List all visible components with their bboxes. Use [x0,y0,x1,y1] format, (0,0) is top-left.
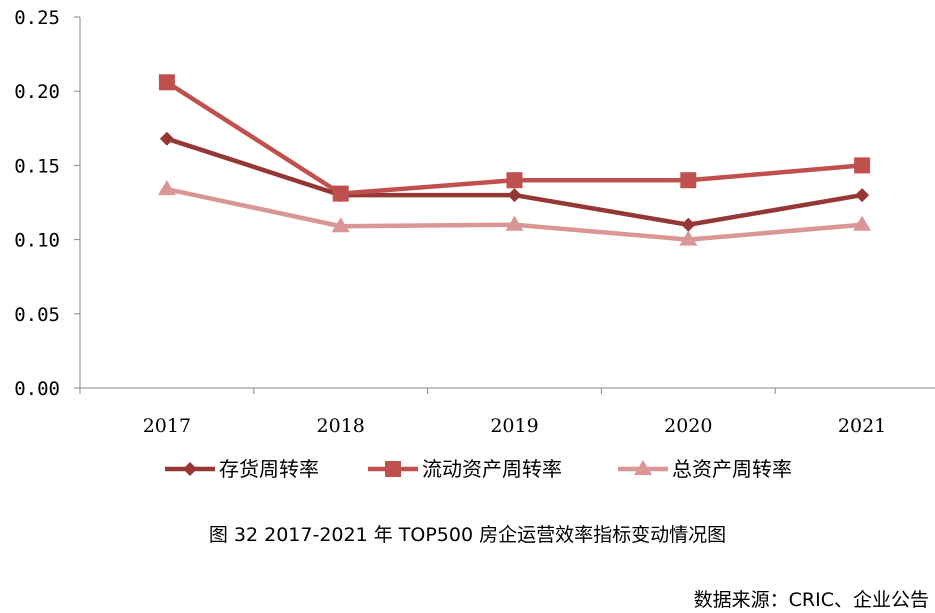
data-point-square [158,74,175,91]
x-tick-label: 2019 [490,415,538,437]
data-point-square [506,172,523,189]
legend-marker-triangle [634,460,652,475]
legend-marker-diamond [183,462,197,476]
x-tick-label: 2021 [838,415,886,437]
legend-label: 总资产周转率 [672,457,792,481]
data-point-diamond [681,217,696,232]
data-point-triangle [331,217,350,233]
y-tick-label: 0.15 [14,155,60,177]
chart-caption: 图 32 2017-2021 年 TOP500 房企运营效率指标变动情况图 [208,524,727,546]
y-tick-label: 0.20 [14,81,60,103]
data-point-diamond [159,131,174,146]
y-tick-label: 0.05 [14,304,60,326]
data-point-triangle [157,180,176,196]
data-point-square [332,185,349,202]
x-tick-label: 2017 [143,415,191,437]
y-tick-label: 0.25 [14,7,60,29]
legend-marker-square [385,461,401,477]
y-tick-label: 0.00 [14,378,60,400]
data-point-triangle [679,230,698,246]
legend-label: 流动资产周转率 [422,457,562,481]
data-point-diamond [507,188,522,203]
x-tick-label: 2020 [664,415,712,437]
data-point-triangle [853,215,872,231]
data-point-square [680,172,697,189]
legend-label: 存货周转率 [219,457,319,481]
y-tick-label: 0.10 [14,230,60,252]
data-point-triangle [505,215,524,231]
x-tick-label: 2018 [317,415,365,437]
data-source: 数据来源：CRIC、企业公告 [693,589,929,611]
data-point-diamond [855,188,870,203]
data-point-square [854,157,871,174]
